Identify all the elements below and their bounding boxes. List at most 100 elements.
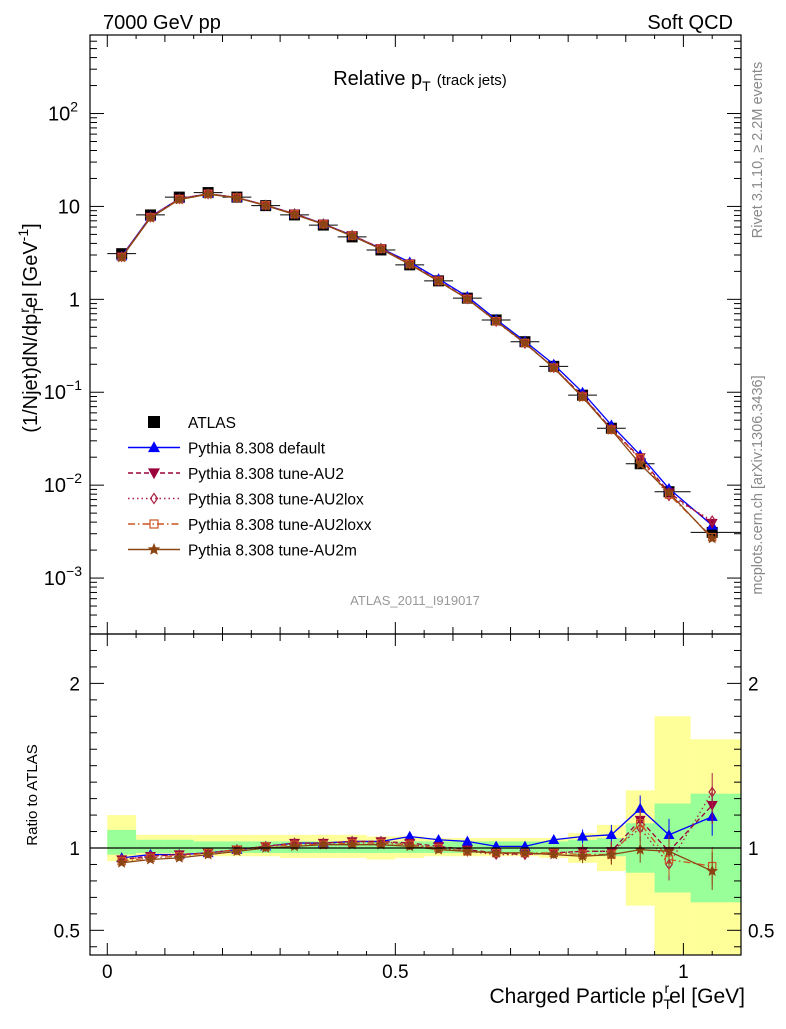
- legend-entry: ATLAS: [148, 415, 236, 432]
- ratio-uncertainty-bands: [107, 716, 741, 955]
- ratio-tick-label-left: 1: [69, 839, 80, 860]
- rivet-label: Rivet 3.1.10, ≥ 2.2M events: [750, 62, 766, 238]
- data-point: [259, 199, 272, 211]
- data-point: [231, 191, 243, 203]
- legend-entry: Pythia 8.308 default: [128, 441, 326, 458]
- y-tick-label: 1: [69, 289, 80, 311]
- ratio-tick-label-right: 2: [748, 674, 759, 695]
- series-4: [115, 188, 719, 891]
- y-axis-label: (1/Njet)dN/dpTrel [GeV-1]: [15, 223, 46, 432]
- data-point: [115, 856, 128, 868]
- legend-marker: [148, 416, 160, 428]
- ratio-tick-label-left: 2: [69, 674, 80, 695]
- y-tick-label: 102: [48, 99, 78, 126]
- data-point: [548, 361, 560, 373]
- data-point: [548, 834, 560, 844]
- series-layer: [107, 187, 741, 891]
- data-point: [519, 336, 531, 348]
- data-point: [708, 515, 717, 527]
- atlas-point: [706, 526, 718, 538]
- ratio-y-axis-label: Ratio to ATLAS: [24, 744, 41, 845]
- data-point: [519, 846, 531, 858]
- data-point: [173, 193, 186, 205]
- data-point: [149, 492, 159, 505]
- data-point: [317, 838, 330, 850]
- data-point: [317, 218, 330, 230]
- data-point: [147, 441, 161, 453]
- data-point: [635, 819, 645, 828]
- data-point: [202, 848, 214, 860]
- data-point: [149, 519, 159, 529]
- series-line-main: [121, 193, 713, 538]
- data-point: [461, 835, 473, 846]
- data-point: [173, 851, 186, 863]
- data-point: [706, 532, 719, 544]
- band-inner: [193, 841, 223, 853]
- legend: ATLAS Pythia 8.308 default Pythia 8.308 tu…: [128, 415, 372, 560]
- data-point: [663, 486, 675, 498]
- x-tick-label: 0.5: [382, 962, 408, 983]
- ratio-tick-label-right: 0.5: [748, 921, 774, 942]
- data-point: [706, 864, 718, 876]
- category-label: Soft QCD: [647, 12, 733, 34]
- data-point: [405, 839, 414, 851]
- energy-label: 7000 GeV pp: [103, 12, 221, 34]
- chart-title: Relative pT (track jets): [333, 68, 507, 94]
- band-inner: [164, 839, 194, 853]
- data-point: [115, 251, 128, 263]
- band-inner: [136, 839, 165, 853]
- data-point: [404, 258, 416, 270]
- y-tick-label: 10−1: [44, 377, 82, 404]
- data-point: [375, 243, 387, 255]
- data-point: [144, 853, 157, 865]
- data-point: [346, 230, 358, 241]
- data-point: [490, 846, 502, 858]
- data-point: [577, 830, 589, 841]
- y-tick-label: 10: [58, 196, 80, 218]
- data-point: [144, 211, 157, 223]
- data-point: [490, 315, 502, 327]
- data-point: [634, 458, 646, 470]
- analysis-label: ATLAS_2011_I919017: [350, 593, 480, 608]
- ratio-tick-label-left: 0.5: [54, 921, 80, 942]
- legend-entry: Pythia 8.308 tune-AU2loxx: [128, 517, 372, 534]
- data-point: [576, 391, 589, 403]
- data-point: [605, 423, 618, 435]
- data-point: [605, 848, 618, 860]
- data-point: [461, 845, 474, 857]
- data-point: [432, 275, 445, 287]
- legend-label: Pythia 8.308 tune-AU2lox: [188, 492, 364, 509]
- data-point: [346, 838, 358, 850]
- x-axis-label: Charged Particle pTrel [GeV]: [489, 980, 745, 1012]
- data-point: [147, 468, 161, 480]
- legend-label: Pythia 8.308 tune-AU2m: [188, 543, 357, 560]
- data-point: [204, 847, 212, 859]
- data-point: [434, 842, 443, 854]
- data-point: [663, 845, 675, 857]
- data-point: [708, 786, 717, 798]
- legend-entry: Pythia 8.308 tune-AU2lox: [128, 492, 364, 509]
- legend-entry: Pythia 8.308 tune-AU2m: [128, 543, 357, 560]
- data-point: [605, 829, 617, 840]
- band-inner: [539, 841, 569, 853]
- data-point: [147, 542, 161, 555]
- x-tick-label: 0: [102, 962, 113, 983]
- data-point: [548, 848, 560, 860]
- x-tick-label: 1: [678, 962, 689, 983]
- data-point: [261, 840, 270, 852]
- data-point: [461, 292, 474, 304]
- ratio-tick-label-right: 1: [748, 839, 759, 860]
- y-tick-label: 10−3: [44, 563, 82, 590]
- mcplots-label: mcplots.cern.ch [arXiv:1306.3436]: [750, 375, 766, 594]
- data-point: [202, 188, 214, 200]
- legend-label: Pythia 8.308 tune-AU2loxx: [188, 517, 372, 534]
- y-tick-label: 10−2: [44, 470, 82, 497]
- ratio-plot-frame: [89, 633, 742, 956]
- series-3: [117, 189, 717, 886]
- series-2: [117, 188, 717, 881]
- data-point: [576, 850, 589, 862]
- legend-label: Pythia 8.308 tune-AU2: [188, 466, 344, 483]
- legend-label: ATLAS: [188, 415, 236, 432]
- data-point: [231, 845, 243, 857]
